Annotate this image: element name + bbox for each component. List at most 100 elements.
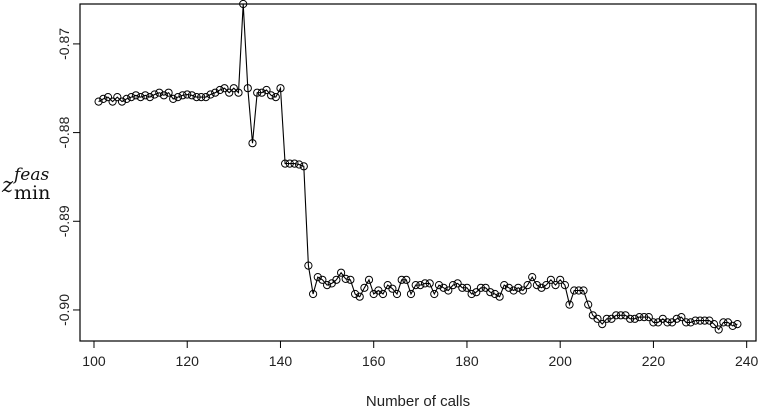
- data-point: [243, 84, 252, 93]
- data-point: [514, 283, 523, 292]
- data-point: [640, 313, 649, 322]
- data-point: [206, 90, 215, 99]
- data-point: [626, 314, 635, 323]
- data-point: [556, 275, 565, 284]
- y-axis-title-subscript: min: [14, 182, 50, 204]
- data-point: [276, 84, 285, 93]
- data-point: [486, 288, 495, 297]
- data-point: [448, 281, 458, 290]
- data-point: [462, 283, 472, 292]
- data-point: [453, 279, 462, 288]
- data-point: [299, 162, 308, 171]
- x-tick-label: 100: [82, 353, 106, 369]
- data-point: [346, 275, 355, 284]
- data-point: [574, 286, 583, 295]
- data-point: [127, 93, 136, 102]
- x-axis: 100 120 140 160 180 200 220 240: [82, 341, 759, 369]
- data-point: [472, 288, 481, 297]
- data-point: [159, 91, 168, 100]
- x-tick-label: 140: [269, 353, 293, 369]
- data-point: [635, 313, 644, 322]
- y-axis: -0.87 -0.88 -0.89 -0.90: [56, 28, 80, 326]
- plot-frame: [79, 3, 757, 342]
- data-point: [141, 91, 150, 100]
- y-tick-label: -0.88: [56, 116, 72, 148]
- data-point: [225, 88, 234, 97]
- data-point: [285, 159, 294, 168]
- data-point: [696, 316, 705, 325]
- x-tick-label: 180: [455, 353, 479, 369]
- data-point: [509, 286, 518, 295]
- data-point: [355, 292, 364, 301]
- data-point: [733, 320, 742, 329]
- data-point: [570, 286, 579, 295]
- data-point: [686, 318, 695, 327]
- data-point: [332, 275, 341, 284]
- x-axis-title: Number of calls: [366, 393, 470, 410]
- data-point: [518, 286, 528, 295]
- data-point: [630, 314, 639, 323]
- data-point: [602, 314, 611, 323]
- data-point: [309, 289, 318, 299]
- data-point: [187, 91, 196, 100]
- data-point: [122, 94, 131, 104]
- data-point: [378, 289, 388, 299]
- data-point: [131, 91, 140, 100]
- y-axis-title: z feas min: [1, 165, 50, 204]
- data-point: [211, 88, 220, 97]
- data-point: [201, 93, 210, 102]
- y-tick-label: -0.90: [56, 294, 72, 326]
- data-point: [500, 281, 509, 290]
- y-tick-label: -0.87: [56, 28, 72, 60]
- data-point: [313, 273, 322, 282]
- data-point: [248, 139, 257, 148]
- data-point: [719, 318, 728, 327]
- data-point: [295, 160, 304, 169]
- data-point: [323, 281, 332, 290]
- data-point: [164, 88, 173, 97]
- data-point: [546, 275, 556, 284]
- data-point: [290, 159, 299, 168]
- x-tick-label: 200: [549, 353, 573, 369]
- data-point: [612, 311, 621, 320]
- data-point: [392, 289, 402, 299]
- data-point: [467, 289, 476, 299]
- data-point: [709, 320, 719, 329]
- x-tick-label: 120: [176, 353, 200, 369]
- x-tick-label: 220: [642, 353, 666, 369]
- data-point: [439, 283, 448, 292]
- data-point: [281, 159, 290, 168]
- data-point: [364, 275, 374, 284]
- data-point: [682, 318, 691, 327]
- data-point: [691, 316, 700, 325]
- data-point: [173, 93, 182, 102]
- data-point: [523, 281, 532, 290]
- data-point: [616, 311, 625, 320]
- data-point: [700, 316, 709, 325]
- y-axis-title-superscript: feas: [12, 165, 49, 185]
- data-point: [351, 289, 360, 299]
- data-point: [318, 275, 327, 284]
- data-point: [192, 93, 201, 102]
- data-point: [714, 325, 723, 334]
- data-point: [406, 289, 416, 299]
- data-point: [565, 300, 574, 309]
- data-point: [411, 281, 420, 290]
- data-point: [117, 97, 127, 106]
- data-point: [542, 281, 551, 290]
- data-point: [155, 88, 164, 97]
- data-point: [113, 93, 122, 102]
- data-point: [103, 93, 113, 102]
- data-point: [178, 91, 187, 100]
- data-point: [677, 313, 686, 322]
- data-point: [239, 0, 248, 9]
- data-point: [267, 91, 276, 100]
- data-point: [271, 93, 280, 102]
- series-points: [94, 0, 742, 334]
- data-point: [528, 273, 537, 282]
- data-point: [551, 281, 560, 290]
- data-point: [145, 93, 154, 102]
- data-point: [504, 283, 513, 292]
- data-point: [444, 286, 453, 295]
